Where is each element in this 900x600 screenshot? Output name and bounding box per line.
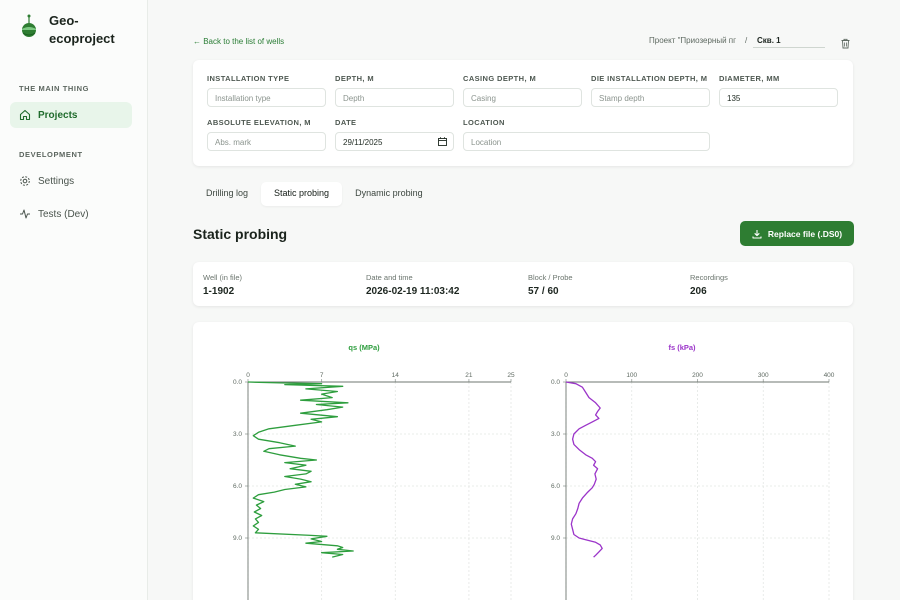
depth-label: DEPTH, M [335,74,375,83]
sidebar-item-tests[interactable]: Tests (Dev) [10,201,132,227]
tab-static-probing[interactable]: Static probing [261,182,343,206]
block-probe-label: Block / Probe [528,273,573,282]
recordings-label: Recordings [690,273,728,282]
x-tick-label: 100 [626,372,637,379]
x-tick-label: 300 [758,372,769,379]
y-tick-label: 0.0 [233,379,242,386]
sidebar: Geo-ecoproject THE MAIN THING Projects D… [0,0,148,600]
casing-depth-input[interactable]: Casing [463,88,582,107]
y-tick-label: 6.0 [233,483,242,490]
y-tick-label: 6.0 [551,483,560,490]
chart-card: qs (MPa) 0 7 14 21 25 0.0 3.0 6.0 9.0 fs (kPa) 0 100… [193,322,853,600]
date-value: 29/11/2025 [343,138,383,147]
sidebar-item-projects[interactable]: Projects [10,102,132,128]
x-tick-label: 21 [465,372,473,379]
datetime-value: 2026-02-19 11:03:42 [366,286,460,297]
tab-drilling-log[interactable]: Drilling log [206,188,249,198]
file-info-card [193,262,853,306]
replace-file-label: Replace file (.DS0) [767,228,843,239]
series-line [247,381,354,558]
depth-input[interactable]: Depth [335,88,454,107]
y-tick-label: 3.0 [551,431,560,438]
probing-charts: qs (MPa) 0 7 14 21 25 0.0 3.0 6.0 9.0 fs (kPa) 0 100… [233,343,835,600]
sidebar-item-settings[interactable]: Settings [10,168,132,194]
section-title: Static probing [193,226,288,242]
main-content: ← Back to the list of wells Проект "Прио… [148,0,900,600]
location-label: LOCATION [463,118,505,127]
back-link[interactable]: ← Back to the list of wells [193,37,285,46]
well-form-card: INSTALLATION TYPE Installation type DEPT… [193,60,853,166]
breadcrumb-project[interactable]: Проект "Приозерный пг [649,36,737,45]
x-tick-label: 200 [692,372,703,379]
tab-dynamic-probing[interactable]: Dynamic probing [355,188,423,198]
well-in-file-label: Well (in file) [203,273,243,282]
replace-file-button[interactable]: Replace file (.DS0) [740,221,854,246]
y-tick-label: 0.0 [551,379,560,386]
gear-icon [19,175,31,187]
installation-type-label: INSTALLATION TYPE [207,74,290,83]
die-depth-input[interactable]: Stamp depth [591,88,710,107]
date-input[interactable]: 29/11/2025 [335,132,454,151]
brand-name: Geo-ecoproject [49,13,115,46]
block-probe-value: 57 / 60 [528,286,559,297]
sidebar-item-label: Settings [38,175,75,187]
abs-elevation-label: ABSOLUTE ELEVATION, M [207,118,311,127]
breadcrumb-separator: / [745,36,748,45]
sidebar-item-label: Projects [38,109,78,121]
datetime-label: Date and time [366,273,413,282]
recordings-value: 206 [690,286,707,297]
section-label-main: THE MAIN THING [19,84,90,93]
tab-bar: Drilling log Static probing Dynamic prob… [193,182,436,206]
location-input[interactable]: Location [463,132,710,151]
x-tick-label: 0 [246,372,250,379]
x-tick-label: 7 [320,372,324,379]
x-tick-label: 400 [824,372,835,379]
brand[interactable]: Geo-ecoproject [20,12,129,48]
home-icon [19,109,31,121]
date-label: DATE [335,118,357,127]
installation-type-input[interactable]: Installation type [207,88,326,107]
download-icon [752,229,762,239]
chart-title: fs (kPa) [668,343,696,352]
diameter-input[interactable]: 135 [719,88,838,107]
y-tick-label: 9.0 [551,535,560,542]
die-depth-label: DIE INSTALLATION DEPTH, M [591,74,708,83]
well-name-input[interactable]: Скв. 1 [753,32,825,48]
chart-title: qs (MPa) [348,343,380,352]
x-tick-label: 0 [564,372,568,379]
series-line [565,381,603,558]
x-tick-label: 14 [392,372,400,379]
calendar-icon[interactable] [438,137,447,146]
well-in-file-value: 1-1902 [203,286,235,297]
diameter-label: DIAMETER, MM [719,74,780,83]
section-label-dev: DEVELOPMENT [19,150,83,159]
y-tick-label: 3.0 [233,431,242,438]
activity-icon [19,208,31,220]
casing-depth-label: CASING DEPTH, M [463,74,537,83]
globe-logo-icon [20,14,38,38]
y-tick-label: 9.0 [233,535,242,542]
x-tick-label: 25 [507,372,515,379]
trash-icon[interactable] [840,36,851,49]
sidebar-item-label: Tests (Dev) [38,208,89,220]
abs-elevation-input[interactable]: Abs. mark [207,132,326,151]
